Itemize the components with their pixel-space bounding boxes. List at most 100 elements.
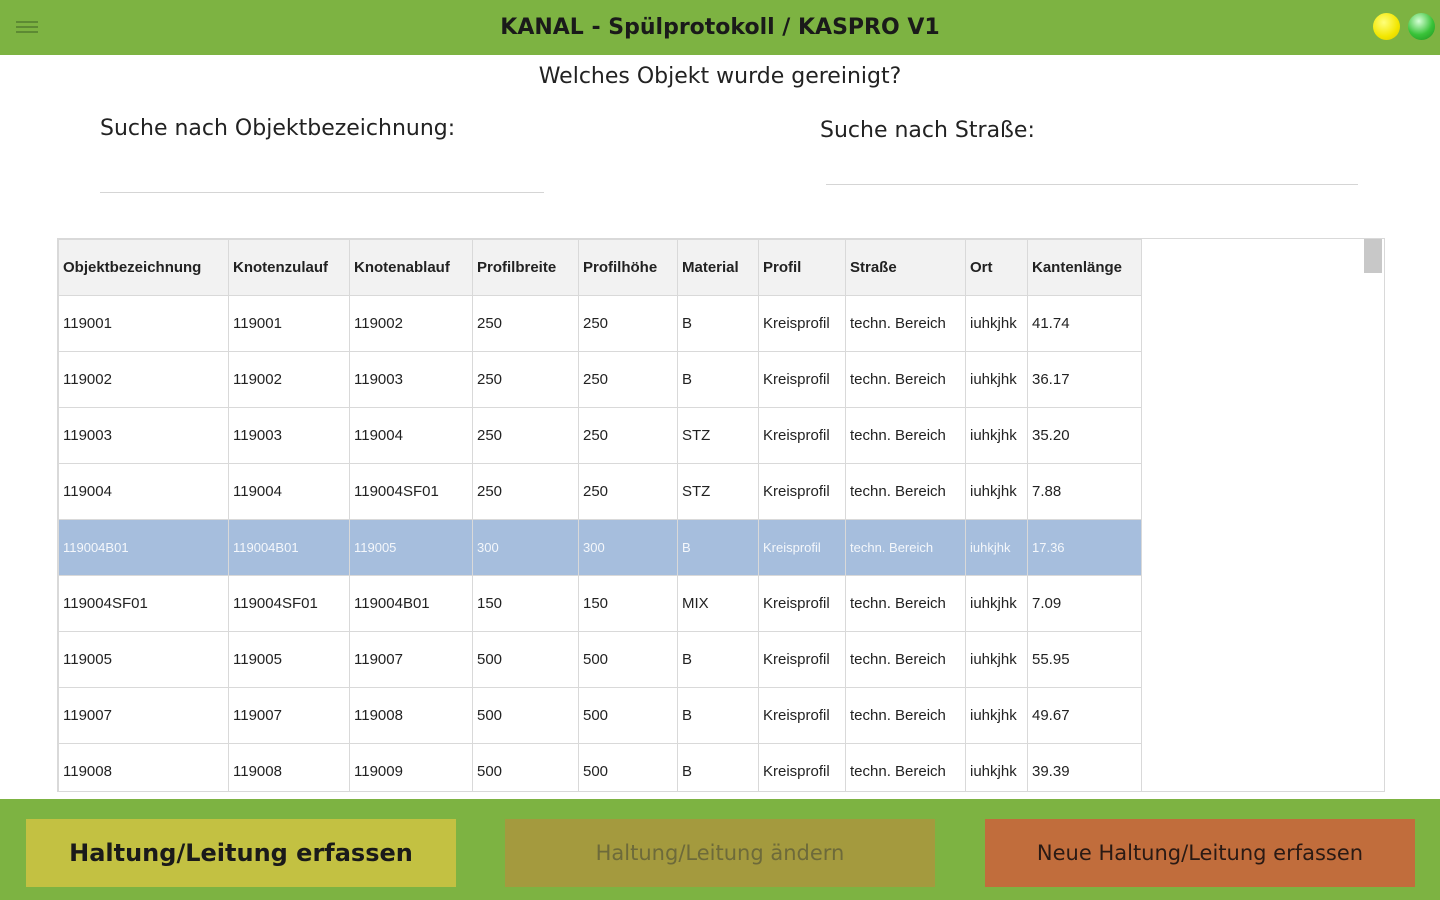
table-cell: 500: [472, 687, 579, 744]
column-header[interactable]: Knotenablauf: [349, 239, 473, 296]
objects-table-container: Objektbezeichnung Knotenzulauf Knotenablau…: [57, 238, 1385, 792]
table-cell: 119004: [349, 407, 473, 464]
table-cell: iuhkjhk: [965, 519, 1028, 576]
table-cell: 119004B01: [228, 519, 350, 576]
object-search-label: Suche nach Objektbezeichnung:: [100, 116, 456, 141]
table-cell: Kreisprofil: [758, 575, 846, 632]
table-cell: 119004B01: [349, 575, 473, 632]
scrollbar-thumb[interactable]: [1364, 239, 1382, 273]
table-row[interactable]: 119003 119003 119004 250 250 STZ Kreisprofil te…: [58, 407, 1142, 464]
column-header[interactable]: Kantenlänge: [1027, 239, 1142, 296]
table-cell: iuhkjhk: [965, 463, 1028, 520]
table-cell: 250: [472, 351, 579, 408]
table-cell: 500: [472, 743, 579, 791]
table-cell: 119009: [349, 743, 473, 791]
table-cell: techn. Bereich: [845, 295, 966, 352]
change-line-button[interactable]: Haltung/Leitung ändern: [505, 819, 935, 887]
table-cell: 119004SF01: [228, 575, 350, 632]
hamburger-menu-icon[interactable]: [16, 18, 38, 36]
table-row[interactable]: 119002 119002 119003 250 250 B Kreisprofil tech…: [58, 351, 1142, 408]
table-cell: 119004: [228, 463, 350, 520]
table-cell: techn. Bereich: [845, 519, 966, 576]
table-cell: iuhkjhk: [965, 743, 1028, 791]
new-line-button[interactable]: Neue Haltung/Leitung erfassen: [985, 819, 1415, 887]
table-cell: 119008: [58, 743, 229, 791]
column-header[interactable]: Material: [677, 239, 759, 296]
table-cell: 119002: [228, 351, 350, 408]
column-header[interactable]: Straße: [845, 239, 966, 296]
table-cell: 500: [578, 687, 678, 744]
table-cell: techn. Bereich: [845, 743, 966, 791]
table-cell: Kreisprofil: [758, 351, 846, 408]
table-cell: B: [677, 519, 759, 576]
column-header[interactable]: Knotenzulauf: [228, 239, 350, 296]
table-cell: 119004SF01: [58, 575, 229, 632]
table-cell: 41.74: [1027, 295, 1142, 352]
status-yellow-icon: [1373, 13, 1400, 40]
table-cell: 119003: [58, 407, 229, 464]
table-cell: iuhkjhk: [965, 687, 1028, 744]
object-search-input[interactable]: [100, 154, 544, 193]
table-cell: 119007: [228, 687, 350, 744]
table-cell: 49.67: [1027, 687, 1142, 744]
table-row[interactable]: 119008 119008 119009 500 500 B Kreisprofil tech…: [58, 743, 1142, 791]
table-cell: 119001: [58, 295, 229, 352]
table-cell: 17.36: [1027, 519, 1142, 576]
table-cell: Kreisprofil: [758, 743, 846, 791]
table-cell: 500: [578, 743, 678, 791]
table-cell: iuhkjhk: [965, 295, 1028, 352]
title-bar: KANAL - Spülprotokoll / KASPRO V1: [0, 0, 1440, 55]
table-row[interactable]: 119004SF01 119004SF01 119004B01 150 150 MIX Kr…: [58, 575, 1142, 632]
table-cell: 500: [578, 631, 678, 688]
table-cell: 119005: [349, 519, 473, 576]
column-header[interactable]: Profilbreite: [472, 239, 579, 296]
table-cell: 119003: [349, 351, 473, 408]
table-cell: techn. Bereich: [845, 687, 966, 744]
app-title: KANAL - Spülprotokoll / KASPRO V1: [500, 15, 940, 40]
table-cell: 119002: [349, 295, 473, 352]
capture-line-button[interactable]: Haltung/Leitung erfassen: [26, 819, 456, 887]
column-header[interactable]: Ort: [965, 239, 1028, 296]
column-header[interactable]: Profil: [758, 239, 846, 296]
table-row[interactable]: 119004 119004 119004SF01 250 250 STZ Kreisprof…: [58, 463, 1142, 520]
street-search-input[interactable]: [826, 146, 1358, 185]
table-row[interactable]: 119007 119007 119008 500 500 B Kreisprofil tech…: [58, 687, 1142, 744]
table-cell: B: [677, 631, 759, 688]
table-cell: 36.17: [1027, 351, 1142, 408]
table-cell: Kreisprofil: [758, 519, 846, 576]
table-cell: B: [677, 743, 759, 791]
table-cell: 119005: [228, 631, 350, 688]
status-green-icon: [1408, 13, 1435, 40]
objects-table: Objektbezeichnung Knotenzulauf Knotenablau…: [58, 239, 1142, 791]
table-cell: 7.88: [1027, 463, 1142, 520]
table-header-row: Objektbezeichnung Knotenzulauf Knotenablau…: [58, 239, 1142, 296]
table-cell: 119003: [228, 407, 350, 464]
table-cell: 119004SF01: [349, 463, 473, 520]
table-scrollbar[interactable]: [1364, 239, 1382, 789]
table-cell: 250: [578, 351, 678, 408]
table-row[interactable]: 119001 119001 119002 250 250 B Kreisprofil tech…: [58, 295, 1142, 352]
table-row[interactable]: 119005 119005 119007 500 500 B Kreisprofil tech…: [58, 631, 1142, 688]
table-cell: techn. Bereich: [845, 631, 966, 688]
table-cell: Kreisprofil: [758, 687, 846, 744]
table-cell: 119008: [228, 743, 350, 791]
table-cell: STZ: [677, 463, 759, 520]
table-cell: 150: [578, 575, 678, 632]
table-cell: iuhkjhk: [965, 351, 1028, 408]
column-header[interactable]: Profilhöhe: [578, 239, 678, 296]
table-cell: MIX: [677, 575, 759, 632]
table-row[interactable]: 119004B01 119004B01 119005 300 300 B Kreisprof…: [58, 519, 1142, 576]
table-cell: iuhkjhk: [965, 631, 1028, 688]
table-cell: 39.39: [1027, 743, 1142, 791]
table-cell: 119007: [349, 631, 473, 688]
table-cell: iuhkjhk: [965, 575, 1028, 632]
table-cell: techn. Bereich: [845, 575, 966, 632]
table-cell: 250: [472, 463, 579, 520]
table-cell: 119004B01: [58, 519, 229, 576]
table-cell: Kreisprofil: [758, 295, 846, 352]
table-cell: B: [677, 295, 759, 352]
table-cell: 35.20: [1027, 407, 1142, 464]
column-header[interactable]: Objektbezeichnung: [58, 239, 229, 296]
table-cell: 119002: [58, 351, 229, 408]
table-cell: 250: [472, 407, 579, 464]
